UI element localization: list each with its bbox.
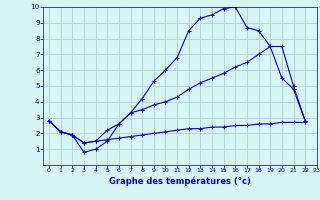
X-axis label: Graphe des températures (°c): Graphe des températures (°c) — [109, 176, 251, 186]
